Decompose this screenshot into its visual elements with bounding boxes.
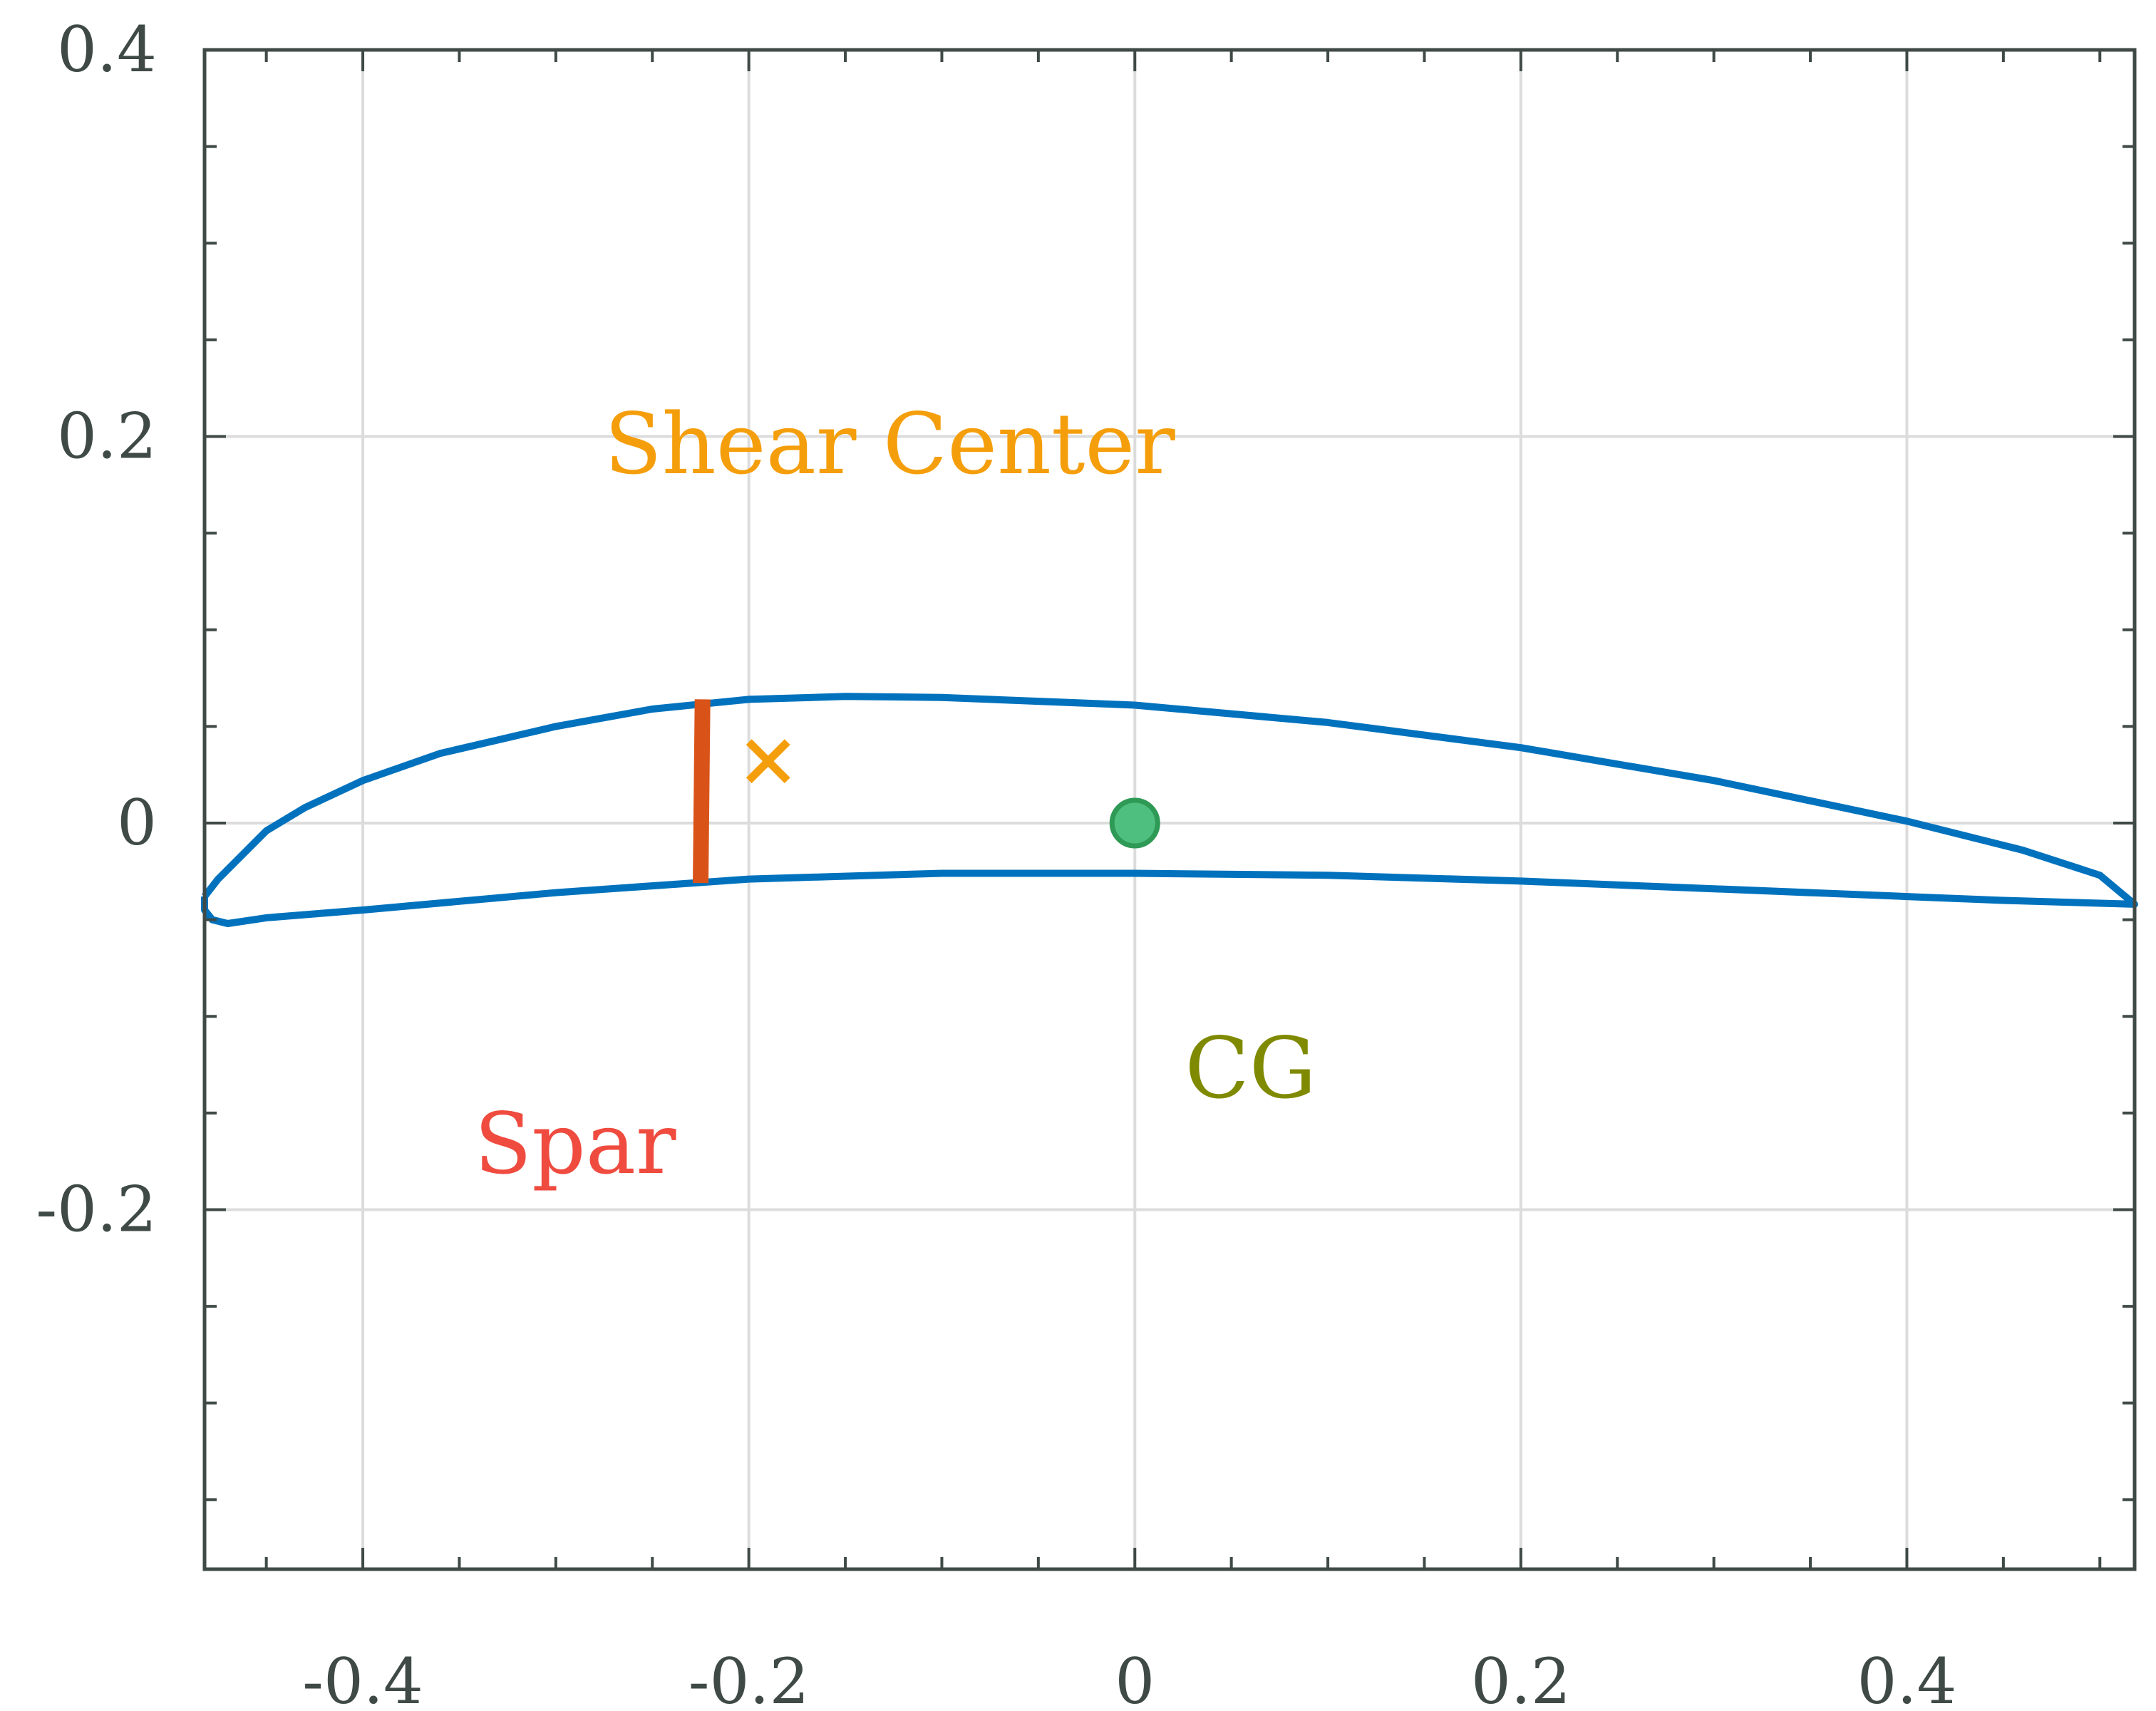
x-tick-label: 0: [1115, 1645, 1155, 1711]
y-tick-label: 0.2: [57, 399, 157, 472]
x-tick-label: 0.2: [1471, 1645, 1571, 1711]
cg-marker: [1109, 797, 1160, 849]
x-tick-labels: -0.4 -0.2 0 0.2 0.4: [302, 1645, 1956, 1711]
y-tick-labels: 0.4 0.2 0 -0.2: [36, 13, 157, 1246]
airfoil-line: [201, 693, 2138, 927]
chart-annotations: Shear Center Spar CG: [474, 395, 1316, 1193]
tick-marks: [205, 48, 2135, 1569]
x-tick-label: -0.2: [688, 1645, 810, 1711]
shear-center-label: Shear Center: [604, 395, 1175, 493]
plot-markers: [746, 739, 1160, 849]
cg-label: CG: [1185, 1019, 1316, 1117]
y-tick-label: 0.4: [57, 13, 157, 86]
axes-frame: [202, 48, 2137, 1571]
x-tick-label: 0.4: [1857, 1645, 1956, 1711]
shear-center-marker: [746, 739, 790, 784]
x-tick-label: -0.4: [302, 1645, 423, 1711]
spar-label: Spar: [474, 1095, 676, 1193]
y-tick-label: 0: [117, 786, 157, 859]
spar-line: [693, 699, 711, 884]
y-tick-label: -0.2: [36, 1172, 157, 1246]
plot-series: [201, 693, 2138, 927]
